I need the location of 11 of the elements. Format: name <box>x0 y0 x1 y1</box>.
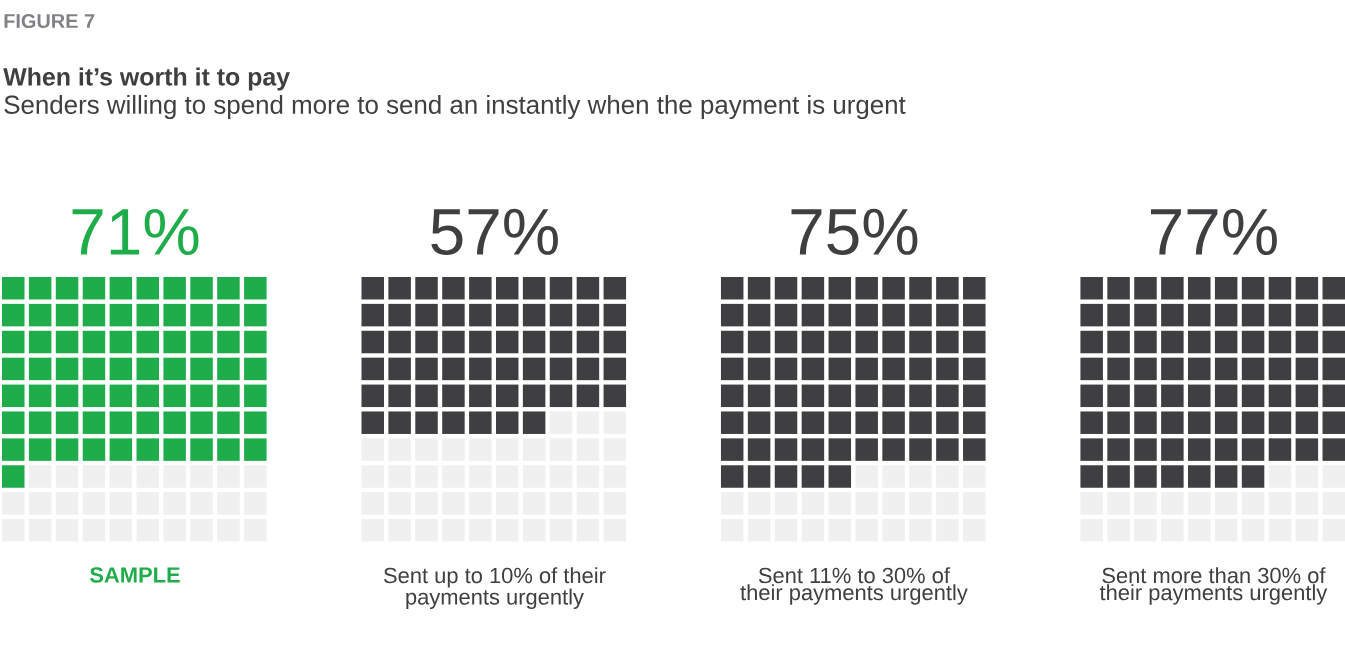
text: Senders willing to spend more to send an instantly when the payment is urgent <box>4 94 906 120</box>
category-label: Sent 11% to 30% of their payments urgently <box>740 567 968 605</box>
category-label: Sent up to 10% of their payments urgently <box>384 567 606 610</box>
data-label: 77% <box>1151 209 1277 256</box>
text: When it’s worth it to pay <box>3 67 290 91</box>
data-label: 57% <box>431 208 558 256</box>
data-label: 71% <box>72 209 199 256</box>
category-label: Sent more than 30% of their payments urgently <box>1099 567 1328 605</box>
data-label: 75% <box>791 208 918 256</box>
caption: FIGURE 7 <box>4 13 95 29</box>
category-label: SAMPLE <box>89 567 180 583</box>
